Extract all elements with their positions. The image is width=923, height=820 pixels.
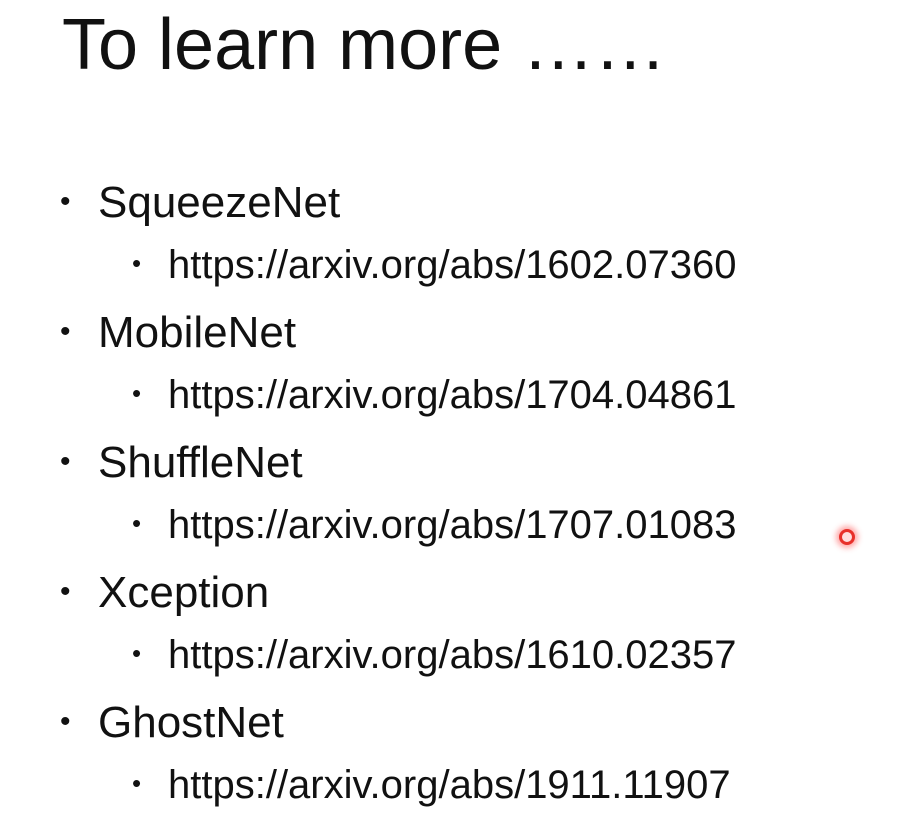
bullet-icon: • (60, 705, 71, 738)
bullet-icon: • (132, 768, 142, 798)
model-name: SqueezeNet (98, 178, 341, 227)
bullet-icon: • (132, 378, 142, 408)
bullet-icon: • (132, 248, 142, 278)
paper-list: • SqueezeNet • https://arxiv.org/abs/160… (60, 170, 737, 820)
list-item-ghostnet: • GhostNet • https://arxiv.org/abs/1911.… (60, 690, 737, 820)
bullet-icon: • (60, 185, 71, 218)
bullet-icon: • (60, 575, 71, 608)
bullet-icon: • (60, 315, 71, 348)
slide-title: To learn more …… (62, 5, 667, 85)
paper-link[interactable]: https://arxiv.org/abs/1707.01083 (168, 503, 737, 547)
paper-link[interactable]: https://arxiv.org/abs/1610.02357 (168, 633, 737, 677)
laser-pointer-icon (839, 529, 855, 545)
list-item-mobilenet: • MobileNet • https://arxiv.org/abs/1704… (60, 300, 737, 430)
paper-link[interactable]: https://arxiv.org/abs/1704.04861 (168, 373, 737, 417)
model-name: Xception (98, 568, 270, 617)
list-item-squeezenet: • SqueezeNet • https://arxiv.org/abs/160… (60, 170, 737, 300)
bullet-icon: • (132, 638, 142, 668)
paper-link[interactable]: https://arxiv.org/abs/1602.07360 (168, 243, 737, 287)
paper-link[interactable]: https://arxiv.org/abs/1911.11907 (168, 763, 731, 807)
model-name: MobileNet (98, 308, 297, 357)
bullet-icon: • (132, 508, 142, 538)
model-name: ShuffleNet (98, 438, 303, 487)
list-item-xception: • Xception • https://arxiv.org/abs/1610.… (60, 560, 737, 690)
list-item-shufflenet: • ShuffleNet • https://arxiv.org/abs/170… (60, 430, 737, 560)
model-name: GhostNet (98, 698, 284, 747)
bullet-icon: • (60, 445, 71, 478)
